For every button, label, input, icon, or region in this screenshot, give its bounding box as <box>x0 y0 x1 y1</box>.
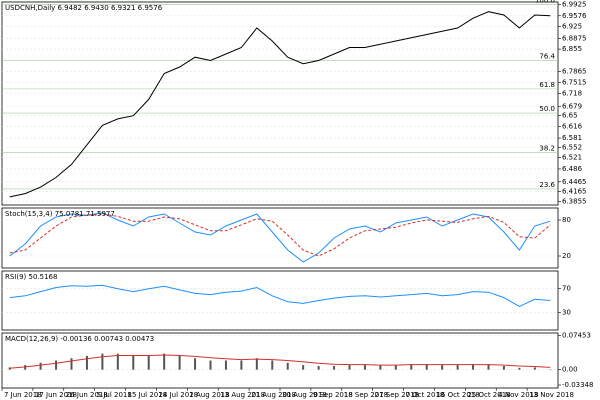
histogram-bar <box>549 369 552 371</box>
x-tick-label: 9 Sep 2018 <box>313 391 353 399</box>
series-line <box>9 354 551 369</box>
y-tick-label: 6.581 <box>562 134 582 142</box>
panel-frame <box>1 1 559 206</box>
histogram-bar <box>286 362 289 370</box>
x-tick-label: 30 Aug 2018 <box>282 391 327 399</box>
fibo-label: 100.0 <box>535 0 555 4</box>
y-tick-label: 6.521 <box>562 154 582 162</box>
histogram-bar <box>518 367 521 370</box>
y-tick-label: 6.65 <box>562 112 578 120</box>
histogram-bar <box>101 353 104 370</box>
histogram-bar <box>132 355 135 370</box>
y-tick-label: 6.718 <box>562 90 582 98</box>
y-tick-label: 6.9576 <box>562 12 587 20</box>
histogram-bar <box>255 358 258 370</box>
histogram-bar <box>70 358 73 370</box>
histogram-bar <box>363 365 366 370</box>
histogram-bar <box>456 365 459 370</box>
y-tick-label: 6.552 <box>562 144 582 152</box>
x-tick-label: 7 Oct 2018 <box>406 391 445 399</box>
x-tick-label: 25 Oct 2018 <box>467 391 510 399</box>
x-tick-label: 24 Jul 2018 <box>158 391 198 399</box>
histogram-bar <box>116 353 119 370</box>
x-tick-label: 27 Sep 2018 <box>375 391 419 399</box>
histogram-bar <box>333 366 336 370</box>
y-tick-label: 6.7865 <box>562 67 587 75</box>
x-tick-label: 5 Jul 2018 <box>97 391 132 399</box>
y-tick-label: 6.679 <box>562 102 582 110</box>
y-tick-label: 6.8875 <box>562 35 587 43</box>
x-tick-label: 7 Jun 2018 <box>4 391 42 399</box>
series-line <box>9 284 551 307</box>
y-tick-label: 6.616 <box>562 123 583 131</box>
fibo-label: 50.0 <box>539 105 555 113</box>
x-tick-label: 17 Jun 2018 <box>35 391 77 399</box>
x-tick-label: 18 Sep 2018 <box>344 391 388 399</box>
y-tick-label: -0.03348 <box>562 381 593 389</box>
histogram-bar <box>302 365 305 370</box>
histogram-bar <box>487 364 490 370</box>
histogram-bar <box>224 360 227 370</box>
y-tick-label: 6.486 <box>562 165 583 173</box>
x-tick-label: 15 Jul 2018 <box>128 391 168 399</box>
y-tick-label: 0.07453 <box>562 332 591 340</box>
histogram-bar <box>533 367 536 370</box>
fibo-label: 38.2 <box>539 145 555 153</box>
y-tick-label: 0.00 <box>562 366 578 374</box>
histogram-bar <box>85 355 88 370</box>
histogram-bar <box>209 360 212 370</box>
y-tick-label: 30 <box>562 308 571 316</box>
x-tick-label: 2 Aug 2018 <box>189 391 229 399</box>
histogram-bar <box>271 360 274 370</box>
y-tick-label: 6.925 <box>562 22 582 30</box>
histogram-bar <box>410 364 413 370</box>
fibo-label: 23.6 <box>539 181 555 189</box>
histogram-bar <box>348 365 351 370</box>
y-tick-label: 20 <box>562 252 571 260</box>
panel-title: USDCNH,Daily 6.9482 6.9430 6.9321 6.9576 <box>5 4 163 12</box>
y-tick-label: 6.7515 <box>562 79 587 87</box>
histogram-bar <box>240 360 243 370</box>
x-tick-label: 13 Nov 2018 <box>529 391 574 399</box>
fibo-label: 76.4 <box>539 52 555 60</box>
series-line <box>9 213 551 257</box>
series-line <box>9 212 551 263</box>
panel-title: Stoch(15,3,4) 75.0781 71.5977 <box>5 210 115 218</box>
x-tick-label: 26 Jun 2018 <box>66 391 108 399</box>
fibo-label: 61.8 <box>539 81 555 89</box>
panel-frame <box>1 270 559 331</box>
histogram-bar <box>55 360 58 370</box>
histogram-bar <box>502 366 505 370</box>
y-tick-label: 80 <box>562 216 571 224</box>
histogram-bar <box>379 365 382 370</box>
histogram-bar <box>441 365 444 370</box>
histogram-bar <box>39 362 42 370</box>
panel-frame <box>1 207 559 269</box>
histogram-bar <box>425 364 428 370</box>
y-tick-label: 6.3855 <box>562 198 587 206</box>
y-tick-label: 70 <box>562 285 571 293</box>
x-tick-label: 16 Oct 2018 <box>436 391 479 399</box>
y-tick-label: 6.4165 <box>562 188 587 196</box>
y-tick-label: 6.855 <box>562 45 582 53</box>
panel-title: MACD(12,26,9) -0.00136 0.00743 0.00473 <box>5 335 154 343</box>
y-tick-label: 6.4465 <box>562 178 587 186</box>
panel-title: RSI(9) 50.5168 <box>5 273 57 281</box>
x-tick-label: 21 Aug 2018 <box>251 391 296 399</box>
x-tick-label: 13 Aug 2018 <box>220 391 265 399</box>
x-tick-label: 4 Nov 2018 <box>498 391 538 399</box>
histogram-bar <box>472 364 475 370</box>
histogram-bar <box>394 365 397 370</box>
histogram-bar <box>317 366 320 370</box>
y-tick-label: 6.9925 <box>562 0 587 8</box>
histogram-bar <box>194 358 197 370</box>
histogram-bar <box>147 355 150 370</box>
histogram-bar <box>178 355 181 370</box>
histogram-bar <box>163 353 166 370</box>
series-line <box>9 11 551 198</box>
